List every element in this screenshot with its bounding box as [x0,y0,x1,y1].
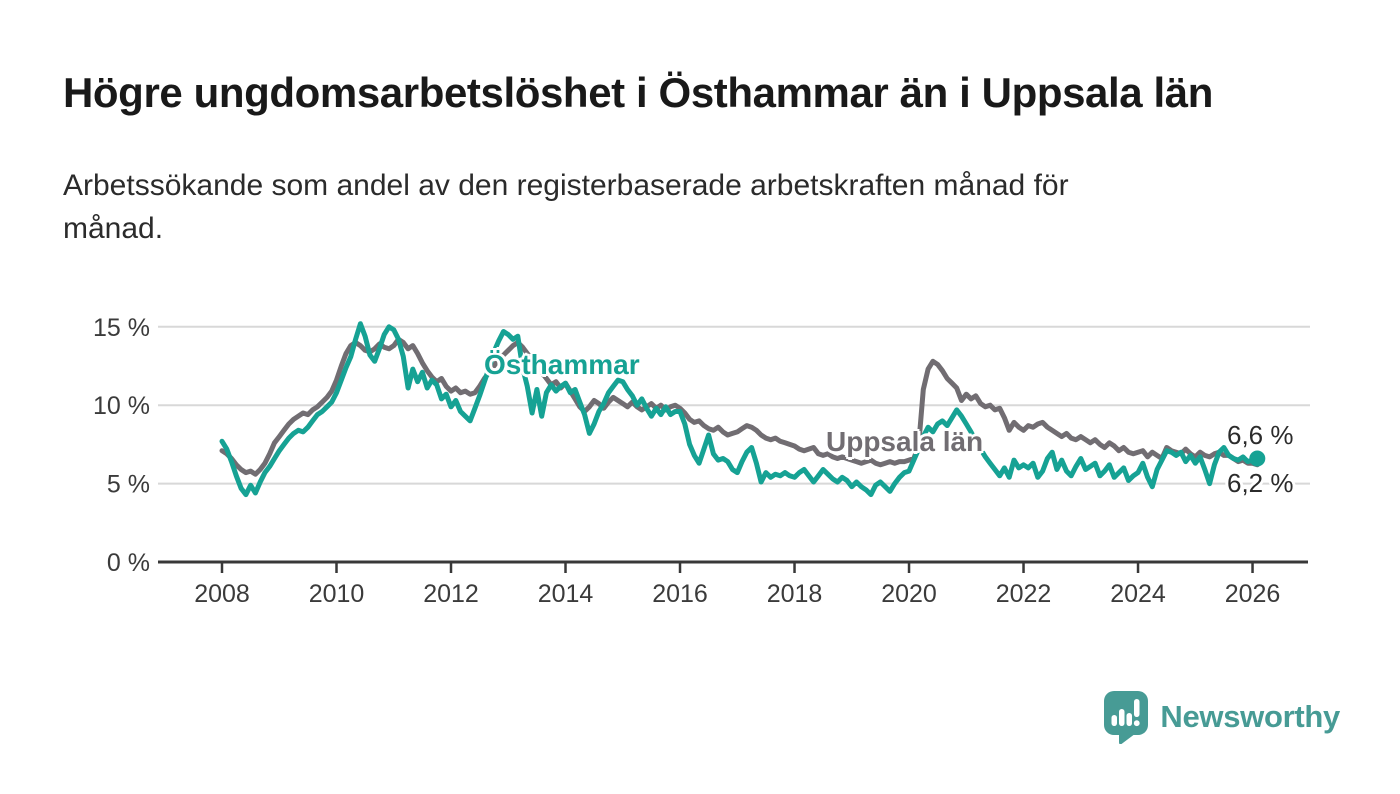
line-uppsala-lan [219,336,1260,477]
bar-chart-speech-bubble-icon [1104,691,1149,744]
newsworthy-logo-text: Newsworthy [1160,699,1340,734]
y-tick-label: 0 % [107,549,150,577]
line-osthammar [219,321,1260,498]
subtitle-line-2: månad. [63,212,164,245]
y-axis-labels: 0 % 5 % 10 % 15 % [93,314,150,577]
x-tick-label: 2024 [1110,580,1166,608]
x-tick-label: 2022 [996,580,1052,608]
y-tick-label: 5 % [107,471,150,499]
series-label-uppsala-lan: Uppsala län [826,426,984,457]
x-tick-label: 2020 [881,580,937,608]
end-value-label-uppsala-lan: 6,2 % [1227,468,1294,498]
x-axis: 2008 2010 2012 2014 2016 2018 2020 2022 2024 2026 [158,560,1308,608]
x-tick-label: 2026 [1225,580,1281,608]
series-label-osthammar: Östhammar [484,349,640,380]
y-tick-label: 15 % [93,314,150,342]
page-title: Högre ungdomsarbetslöshet i Östhammar än… [63,69,1213,116]
x-tick-label: 2016 [652,580,708,608]
y-tick-label: 10 % [93,392,150,420]
end-dot-osthammar [1249,450,1266,467]
subtitle-line-1: Arbetssökande som andel av den registerb… [63,169,1069,202]
x-tick-label: 2012 [423,580,479,608]
x-tick-label: 2018 [767,580,823,608]
chart-subtitle: Arbetssökande som andel av den registerb… [63,164,1313,250]
x-tick-label: 2010 [309,580,365,608]
newsworthy-logo: Newsworthy [1103,690,1340,744]
x-tick-label: 2014 [538,580,594,608]
y-gridlines [158,325,1310,485]
end-value-label-osthammar: 6,6 % [1227,420,1294,450]
x-tick-label: 2008 [194,580,250,608]
